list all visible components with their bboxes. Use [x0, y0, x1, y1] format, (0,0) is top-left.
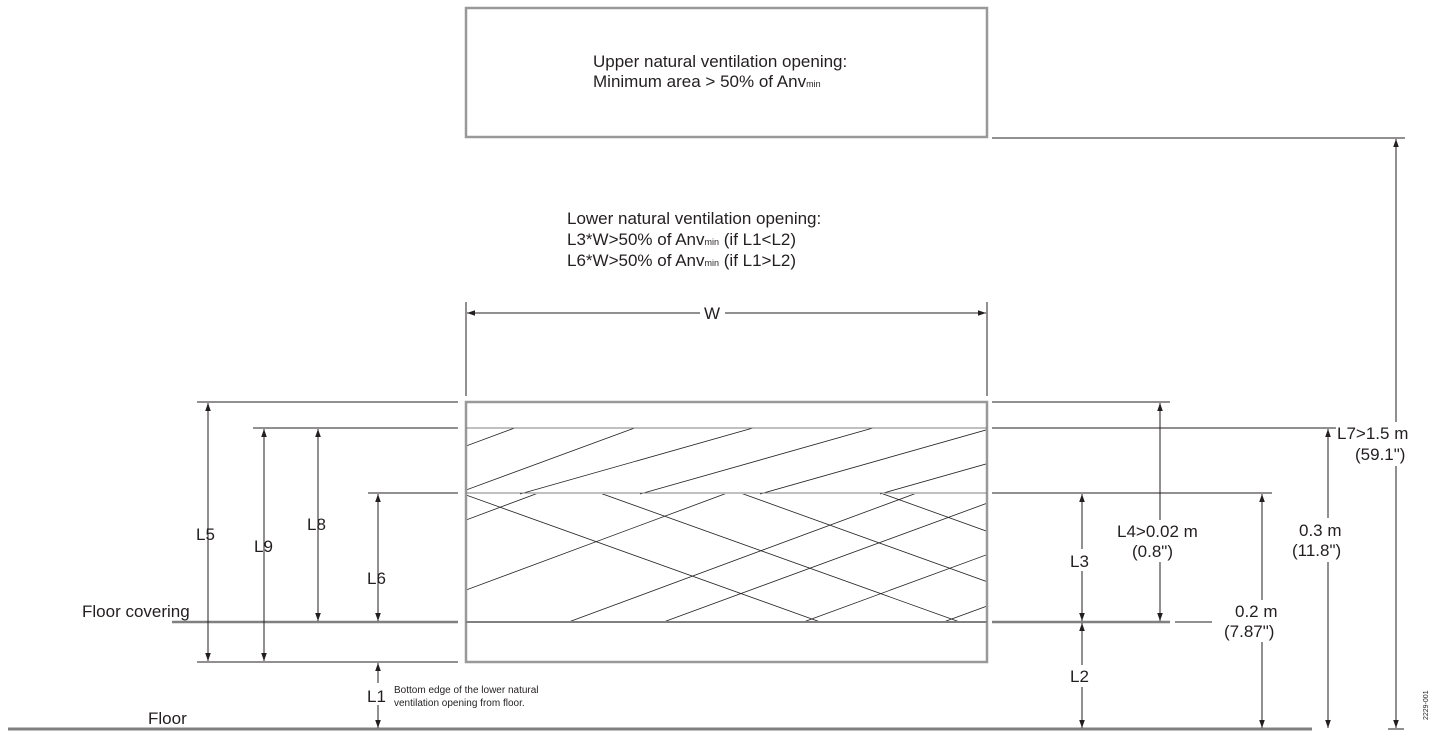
dim-02-label-bg	[1220, 600, 1286, 642]
upper-hatch	[466, 428, 987, 495]
dim-02-label: 0.2 m	[1235, 602, 1278, 621]
l9-label: L9	[254, 537, 273, 556]
lower-opening-rule-1: L3*W>50% of Anvmin (if L1<L2)	[567, 230, 796, 249]
upper-opening-requirement: Minimum area > 50% of Anvmin	[593, 72, 821, 91]
dim-03-label-bg	[1288, 518, 1350, 562]
l4-imperial: (0.8")	[1132, 542, 1173, 561]
dim-02-imperial: (7.87")	[1224, 622, 1274, 641]
floor-covering-label: Floor covering	[82, 602, 190, 621]
l1-label-bg	[366, 683, 390, 705]
width-label: W	[704, 304, 720, 323]
l8-label: L8	[307, 515, 326, 534]
dim-03-label: 0.3 m	[1299, 521, 1342, 540]
lower-opening-box	[464, 400, 989, 664]
l1-label: L1	[367, 687, 386, 706]
upper-opening-box	[464, 6, 989, 139]
l5-label: L5	[196, 525, 215, 544]
l7-label: L7>1.5 m	[1337, 424, 1408, 443]
figure-id: 2229-001	[1423, 690, 1430, 720]
l3-label: L3	[1070, 552, 1089, 571]
lower-opening-rule-2: L6*W>50% of Anvmin (if L1>L2)	[567, 251, 796, 270]
l4-label-bg	[1112, 520, 1202, 562]
l2-label-bg	[1070, 665, 1096, 687]
l4-label: L4>0.02 m	[1117, 522, 1198, 541]
l1-note-line2: ventilation opening from floor.	[394, 698, 525, 709]
l3-label-bg	[1070, 549, 1096, 571]
upper-hatch-mask	[466, 428, 987, 494]
floor-label: Floor	[148, 709, 187, 728]
l1-note-line1: Bottom edge of the lower natural	[394, 685, 539, 696]
l6-label: L6	[367, 569, 386, 588]
dim-03-imperial: (11.8")	[1292, 541, 1341, 560]
lower-opening-title: Lower natural ventilation opening:	[567, 209, 821, 228]
l7-imperial: (59.1")	[1355, 445, 1405, 464]
l7-label-bg	[1336, 422, 1410, 466]
l2-label: L2	[1070, 667, 1089, 686]
upper-opening-title: Upper natural ventilation opening:	[593, 52, 847, 71]
